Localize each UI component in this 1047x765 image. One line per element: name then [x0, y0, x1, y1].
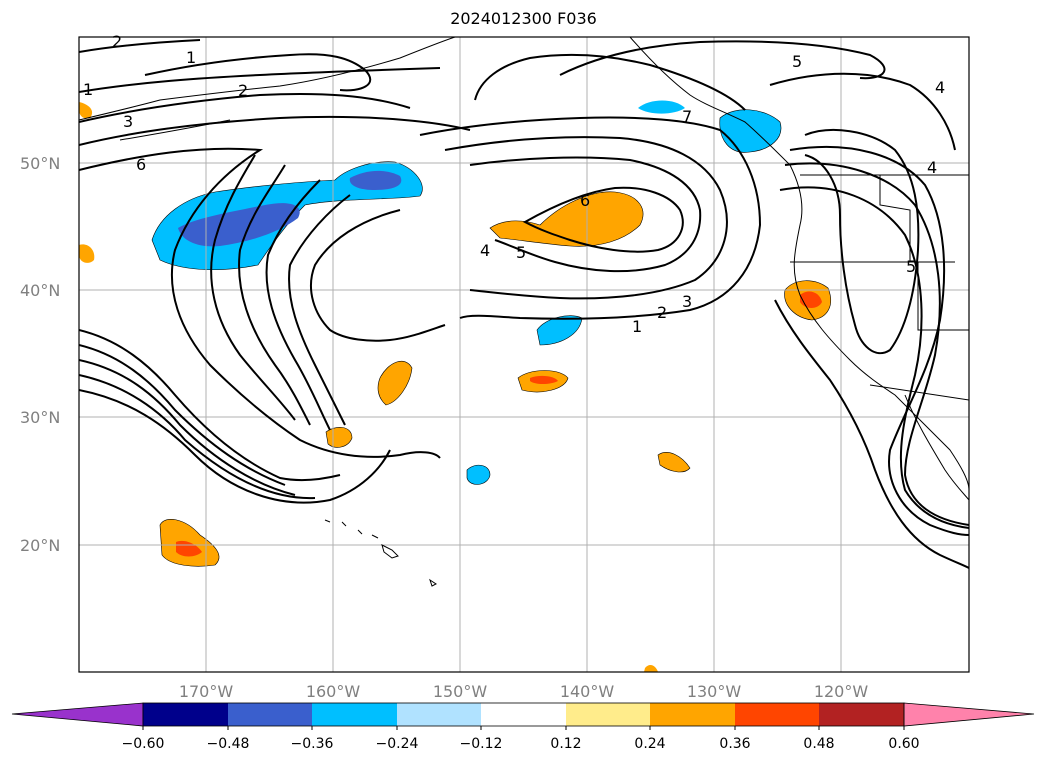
contours	[79, 39, 969, 569]
positive-anomaly-patch	[644, 665, 658, 672]
positive-anomaly-patch	[657, 452, 691, 473]
contour-label: 5	[906, 257, 916, 276]
lon-label: 150°W	[433, 682, 488, 701]
positive-anomaly-patch	[489, 191, 644, 247]
lat-label: 30°N	[20, 408, 60, 427]
contour-label: 4	[480, 241, 490, 260]
colorbar-outline	[142, 702, 905, 727]
contour-label: 5	[792, 52, 802, 71]
map-title: 2024012300 F036	[450, 9, 597, 28]
map-frame	[78, 36, 970, 673]
positive-anomaly-patch	[377, 360, 413, 406]
negative-anomaly-patch	[466, 464, 491, 485]
colorbar-tick-label: −0.24	[376, 736, 419, 752]
colorbar-segment	[481, 703, 566, 726]
graticule	[79, 37, 969, 672]
contour-label: 3	[682, 292, 692, 311]
colorbar-segment	[566, 703, 650, 726]
contour-label: 5	[516, 243, 526, 262]
colorbar-tick-label: −0.12	[460, 736, 503, 752]
strong-positive-patch	[800, 291, 822, 308]
lon-label: 170°W	[179, 682, 234, 701]
negative-anomaly-patch	[536, 315, 583, 346]
contour-label: 4	[935, 78, 945, 97]
contour-label: 2	[112, 32, 122, 51]
contour-label: 6	[136, 155, 146, 174]
positive-anomaly-patch	[79, 102, 93, 119]
strong-negative-patch	[178, 203, 300, 247]
colorbar-tick-label: −0.60	[122, 736, 165, 752]
colorbar-tick-label: 0.12	[550, 736, 581, 752]
negative-anomaly-patch	[719, 109, 782, 153]
colorbar-tick-label: −0.48	[207, 736, 250, 752]
positive-anomaly-patch	[325, 427, 353, 448]
colorbar-extend-low	[11, 702, 144, 727]
contour-label-group: 2 1 1 2 3 6 5 4 7 4 5 6 4 5 3 2 1	[83, 32, 945, 336]
lat-label: 50°N	[20, 154, 60, 173]
colorbar-segment	[228, 703, 312, 726]
negative-anomaly-patch	[638, 100, 685, 114]
colorbar-segment	[650, 703, 735, 726]
latitude-labels: 50°N 40°N 30°N 20°N	[20, 154, 60, 555]
colorbar: −0.60 −0.48 −0.36 −0.24 −0.12 0.12 0.24 …	[11, 702, 1035, 752]
contour-label: 7	[682, 107, 692, 126]
colorbar-tick-label: 0.24	[634, 736, 665, 752]
colorbar-ticks	[142, 726, 905, 730]
lat-label: 40°N	[20, 281, 60, 300]
positive-anomaly-patch	[79, 244, 95, 263]
strong-negative-patch	[349, 170, 402, 190]
lon-label: 120°W	[814, 682, 869, 701]
contour-label: 2	[238, 81, 248, 100]
coastlines	[79, 37, 969, 587]
lon-label: 140°W	[560, 682, 615, 701]
colorbar-tick-label: 0.36	[719, 736, 750, 752]
lon-label: 160°W	[306, 682, 361, 701]
shaded-fields	[79, 100, 832, 672]
colorbar-extend-high	[903, 702, 1035, 727]
lon-label: 130°W	[687, 682, 742, 701]
contour-label: 6	[580, 191, 590, 210]
colorbar-segment	[397, 703, 481, 726]
colorbar-segment	[819, 703, 904, 726]
contour-label: 4	[927, 158, 937, 177]
contour-label: 1	[632, 317, 642, 336]
strong-positive-patch	[530, 375, 558, 384]
longitude-labels: 170°W 160°W 150°W 140°W 130°W 120°W	[179, 682, 869, 701]
contour-label: 1	[186, 48, 196, 67]
contour-label: 2	[657, 303, 667, 322]
contour-label: 3	[123, 112, 133, 131]
colorbar-segment	[312, 703, 397, 726]
colorbar-segment	[735, 703, 819, 726]
lat-label: 20°N	[20, 536, 60, 555]
colorbar-tick-label: −0.36	[291, 736, 334, 752]
contour-label: 1	[83, 80, 93, 99]
colorbar-segment	[143, 703, 228, 726]
colorbar-tick-label: 0.60	[888, 736, 919, 752]
colorbar-tick-label: 0.48	[803, 736, 834, 752]
